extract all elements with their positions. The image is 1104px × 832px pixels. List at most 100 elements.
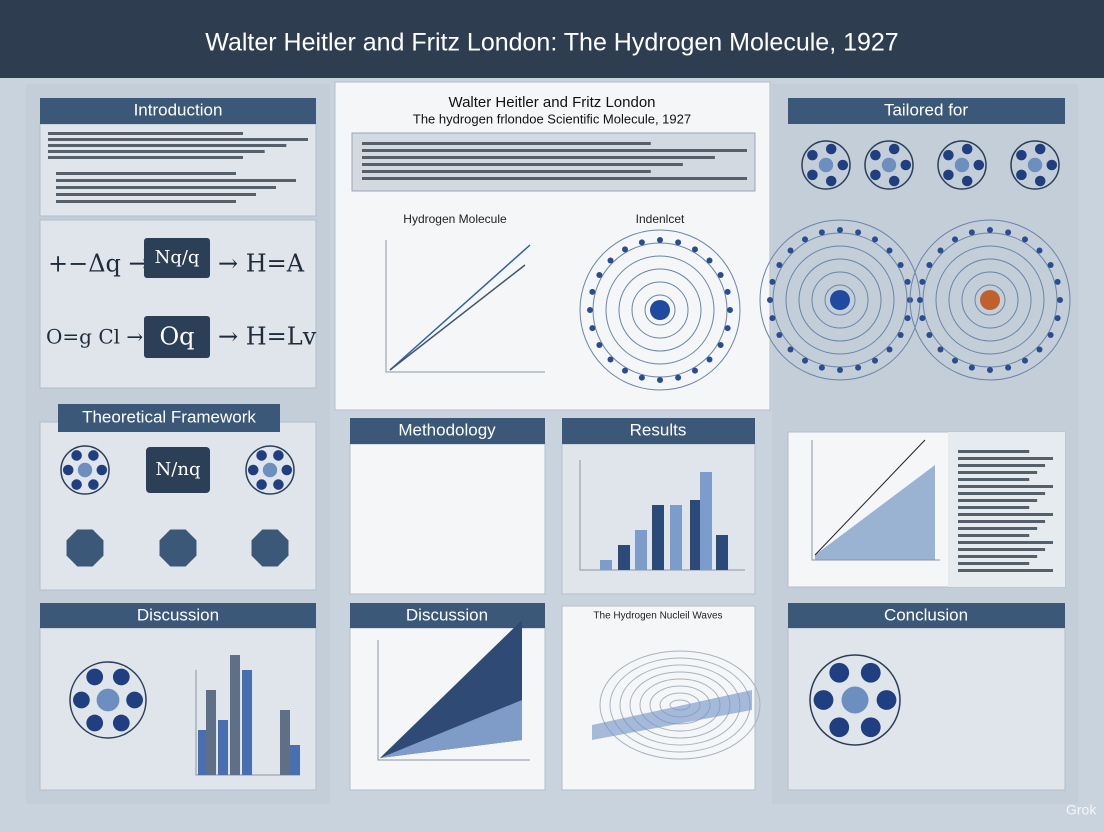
electron — [112, 668, 130, 686]
bar — [198, 730, 208, 775]
dot — [872, 236, 878, 243]
equation: Nq/q — [155, 247, 200, 268]
dot — [1005, 229, 1012, 236]
bar — [242, 670, 252, 775]
hex-icon — [66, 529, 104, 567]
equation: +−Δq → — [48, 250, 149, 278]
nucleus — [841, 686, 869, 714]
dot — [904, 278, 911, 285]
dot — [622, 246, 628, 253]
hex-icon — [159, 529, 197, 567]
text-line — [362, 177, 747, 180]
ring — [605, 255, 715, 365]
orbit — [245, 445, 295, 495]
text-line — [958, 464, 1046, 467]
dot — [1054, 315, 1061, 322]
text-line — [48, 132, 243, 135]
nucleus — [881, 157, 897, 173]
bar — [600, 560, 612, 570]
ring — [961, 271, 1019, 329]
dot — [904, 315, 911, 322]
ring — [644, 294, 676, 326]
electron — [1034, 175, 1046, 187]
ring — [631, 281, 689, 339]
section-title: Discussion — [406, 605, 488, 624]
electron — [1016, 169, 1027, 181]
methodology-panel — [349, 443, 546, 595]
center-heading: Walter Heitler and Fritz London — [448, 94, 655, 111]
text-line — [958, 527, 1038, 530]
decoration — [48, 132, 1071, 776]
text-line — [48, 138, 308, 141]
electron — [112, 714, 130, 732]
text-line — [56, 186, 276, 189]
text-line — [362, 170, 651, 173]
text-line — [958, 478, 1030, 481]
electron — [888, 143, 900, 155]
dot — [897, 332, 904, 338]
section-title: Discussion — [137, 605, 219, 624]
dot — [706, 257, 713, 264]
poster-title: Walter Heitler and Fritz London: The Hyd… — [205, 29, 898, 57]
dot — [917, 297, 923, 303]
text-line — [362, 149, 747, 152]
dot — [1022, 357, 1028, 364]
center — [650, 300, 670, 320]
electron — [829, 662, 850, 683]
text-line — [362, 142, 651, 145]
dot — [767, 297, 773, 303]
electron — [96, 464, 108, 476]
text-line — [958, 492, 1046, 495]
equation: → H=A — [218, 250, 305, 278]
watermark: Grok — [1066, 802, 1097, 818]
electron — [813, 690, 834, 710]
orbit — [60, 445, 110, 495]
text-line — [958, 534, 1030, 537]
electron — [273, 479, 284, 490]
dot — [919, 278, 926, 285]
equation: O=g Cl → — [46, 325, 143, 349]
nucleus — [818, 157, 834, 173]
bar — [618, 545, 630, 570]
dot — [1047, 262, 1054, 268]
nucleus — [1027, 157, 1043, 173]
electron — [86, 714, 104, 732]
dot — [1054, 278, 1061, 285]
ring — [618, 268, 702, 352]
bar — [716, 535, 728, 570]
dot — [776, 332, 783, 338]
dot — [587, 307, 593, 313]
section-title: Tailored for — [884, 100, 968, 119]
electron — [273, 450, 284, 461]
ring — [974, 284, 1006, 316]
dot — [596, 272, 603, 278]
electron — [825, 143, 837, 155]
orbit — [801, 140, 851, 190]
discussion-panel — [39, 627, 317, 791]
electron — [870, 169, 881, 181]
orbit — [69, 661, 147, 739]
electron — [860, 662, 881, 683]
dot — [706, 356, 713, 363]
equation-box — [144, 238, 210, 278]
electron — [829, 717, 850, 738]
dot — [717, 272, 724, 278]
electron — [73, 691, 90, 709]
section-header — [350, 418, 545, 444]
dot — [886, 346, 893, 353]
ring — [785, 245, 895, 355]
dot — [802, 236, 808, 243]
dot — [818, 229, 825, 236]
electron — [888, 175, 900, 187]
dot — [657, 237, 663, 243]
ring — [948, 258, 1032, 342]
bar — [670, 505, 682, 570]
dot — [919, 315, 926, 322]
dot — [1057, 297, 1063, 303]
section-header — [40, 603, 316, 628]
electron — [1046, 159, 1058, 171]
dot — [952, 357, 958, 364]
text-line — [48, 150, 265, 153]
dot — [692, 367, 698, 374]
conclusion-panel — [787, 627, 1066, 791]
